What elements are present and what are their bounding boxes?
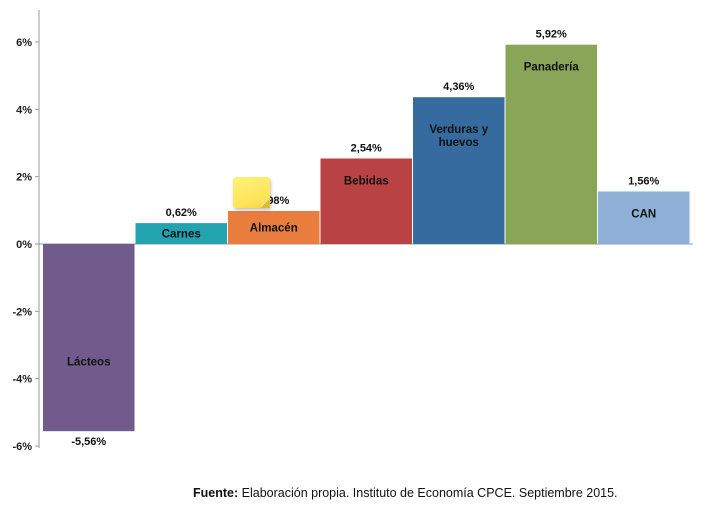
y-tick-label: 4% xyxy=(16,104,32,116)
source-label: Fuente: xyxy=(193,486,239,500)
bar-chart: 6% 4% 2% 0% -2% -4% -6% -5,56% Lácteos 0,62% Carn… xyxy=(12,10,693,453)
y-tick-label: -6% xyxy=(12,441,32,453)
y-tick-label: 0% xyxy=(16,239,32,251)
category-label: Lácteos xyxy=(67,357,110,369)
category-label: Verduras y xyxy=(429,124,488,136)
data-label: -5,56% xyxy=(71,436,106,448)
bar xyxy=(413,97,505,244)
category-label: CAN xyxy=(631,208,656,220)
bar xyxy=(228,211,320,244)
chart-bars xyxy=(43,44,690,432)
bar xyxy=(43,244,135,432)
data-label: 0,62% xyxy=(166,207,197,219)
bar xyxy=(598,191,690,244)
source-note: Fuente: Elaboración propia. Instituto de… xyxy=(193,486,618,500)
sticky-note-icon[interactable] xyxy=(233,177,270,208)
data-label: 4,36% xyxy=(443,81,474,93)
bar xyxy=(320,158,412,244)
category-label: Panadería xyxy=(524,62,580,74)
data-label: 1,56% xyxy=(628,175,659,187)
bar xyxy=(505,44,597,245)
y-tick-label: -2% xyxy=(12,306,32,318)
category-label: huevos xyxy=(439,137,479,149)
category-label: Carnes xyxy=(162,229,201,241)
bar xyxy=(135,223,227,244)
data-label: 5,92% xyxy=(536,29,567,41)
y-tick-label: 6% xyxy=(16,37,32,49)
source-text: Elaboración propia. Instituto de Economí… xyxy=(241,486,618,500)
category-label: Bebidas xyxy=(344,175,389,187)
data-label: 2,54% xyxy=(351,142,382,154)
category-label: Almacén xyxy=(250,223,298,235)
chart-labels: -5,56%Lácteos0,62%Carnes0,98%Almacén2,54… xyxy=(67,29,660,448)
y-tick-label: -4% xyxy=(12,374,32,386)
y-tick-label: 2% xyxy=(16,172,32,184)
